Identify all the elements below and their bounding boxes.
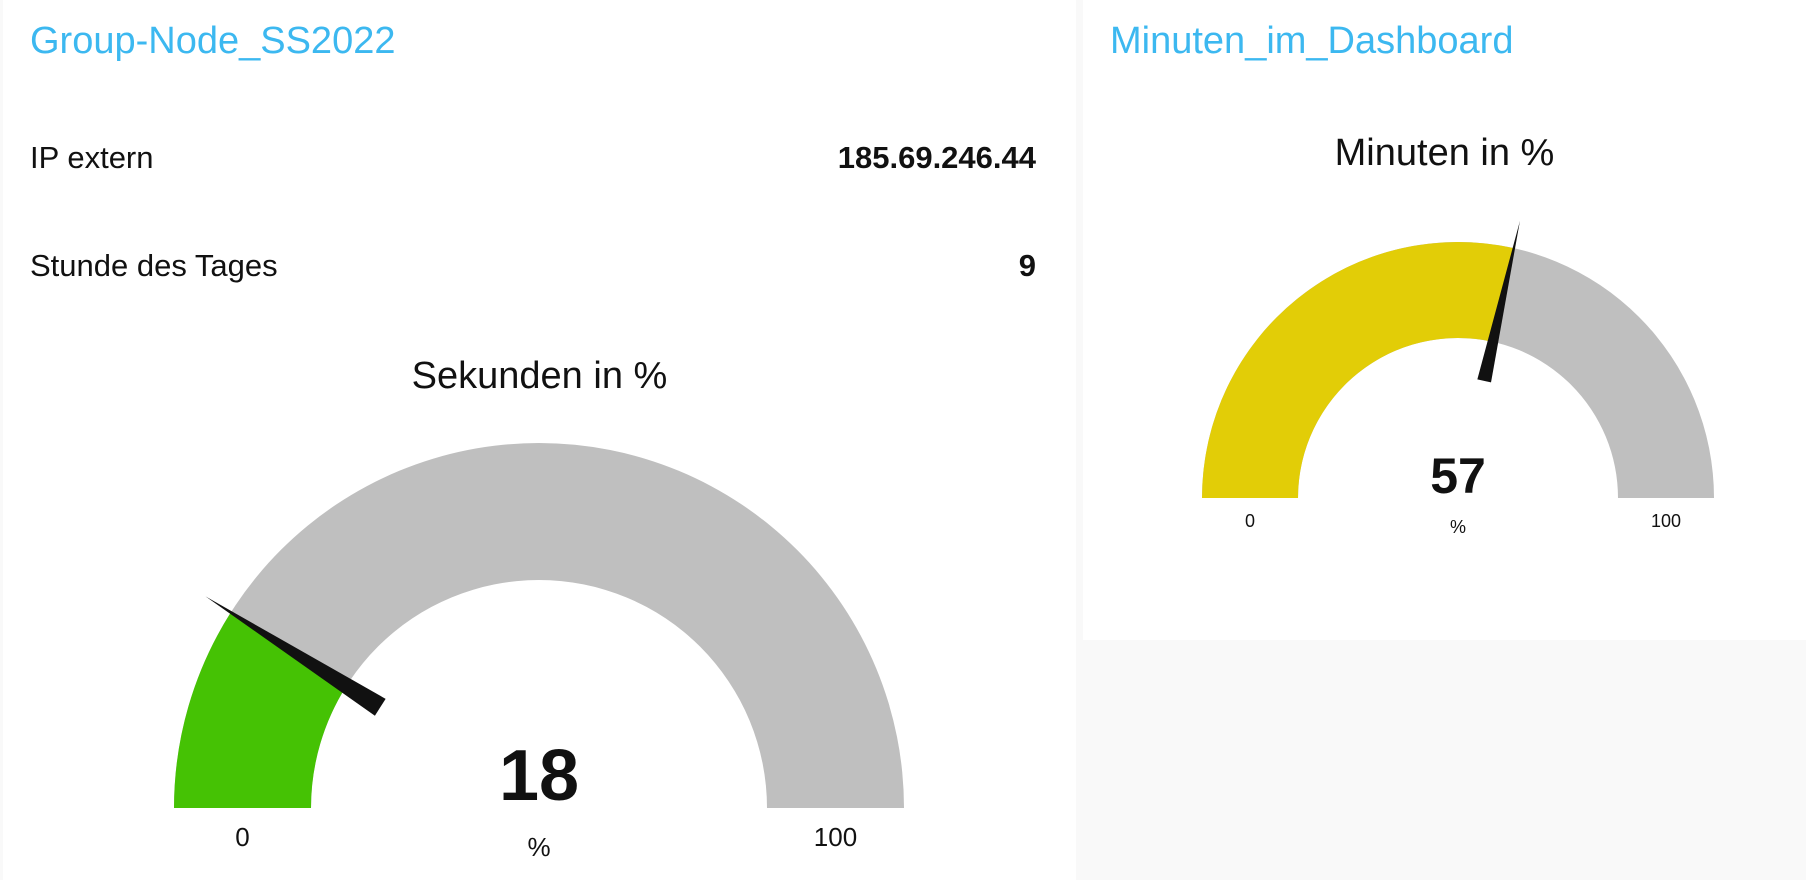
ip-extern-row: IP extern 185.69.246.44	[30, 133, 1036, 183]
gauge-value: 57	[1430, 448, 1486, 504]
minuten-gauge: 57 % 0 100	[1202, 220, 1714, 537]
ip-extern-label: IP extern	[30, 140, 154, 175]
gauge-max-label: 100	[814, 822, 857, 852]
sekunden-gauge: 18 % 0 100	[174, 443, 904, 862]
gauge-needle	[205, 596, 386, 716]
stunde-des-tages-row: Stunde des Tages 9	[30, 241, 1036, 291]
stunde-des-tages-label: Stunde des Tages	[30, 248, 278, 283]
gauge-max-label: 100	[1651, 511, 1681, 531]
gauge-needle	[1477, 220, 1520, 383]
gauge-value: 18	[499, 736, 579, 816]
ip-extern-value: 185.69.246.44	[837, 140, 1036, 175]
gauge-unit: %	[1450, 517, 1466, 537]
minuten-dashboard-card: Minuten_im_Dashboard Minuten in % 57 % 0…	[1083, 0, 1806, 640]
gauge-unit: %	[527, 832, 550, 862]
gauge-min-label: 0	[1245, 511, 1255, 531]
gauge-track	[174, 443, 904, 808]
card-title-group-node: Group-Node_SS2022	[30, 20, 396, 62]
group-node-card: Group-Node_SS2022 IP extern 185.69.246.4…	[3, 0, 1076, 880]
stunde-des-tages-value: 9	[1018, 248, 1036, 283]
gauge-fill	[1202, 241, 1514, 498]
minuten-gauge-title: Minuten in %	[1334, 132, 1555, 174]
card-title-minuten: Minuten_im_Dashboard	[1110, 20, 1514, 62]
sekunden-gauge-title: Sekunden in %	[411, 355, 668, 397]
gauge-min-label: 0	[235, 822, 249, 852]
